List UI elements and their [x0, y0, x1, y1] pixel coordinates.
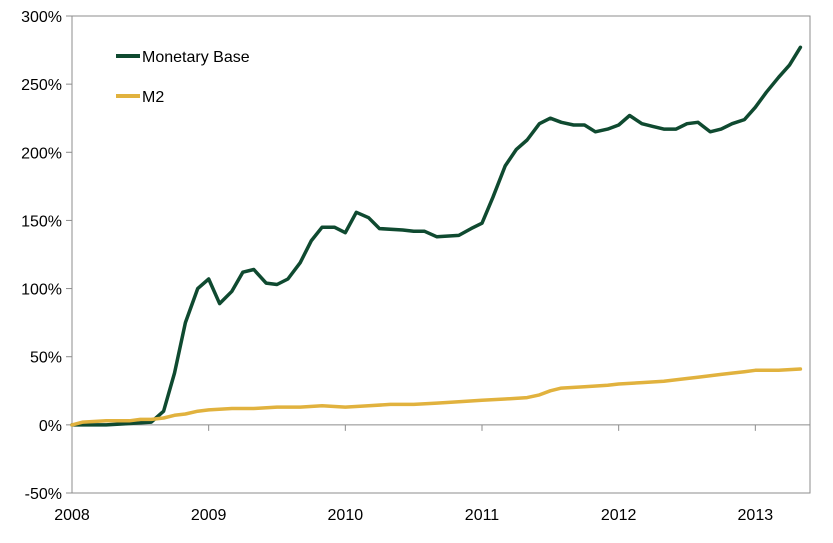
x-tick-label: 2011 [465, 507, 500, 524]
x-axis: 2008 2009 2010 2011 2012 2013 [54, 424, 774, 524]
x-tick-label: 2010 [328, 507, 364, 524]
x-tick-label: 2008 [54, 507, 90, 524]
y-tick-label: 0% [39, 418, 62, 435]
x-tick-label: 2009 [191, 507, 227, 524]
y-tick-label: 200% [21, 145, 62, 162]
legend: Monetary Base M2 [116, 49, 250, 106]
series-layer [70, 45, 803, 427]
plot-area-frame [71, 15, 811, 494]
y-tick-label: 250% [21, 77, 62, 94]
series-line-m2 [70, 367, 803, 427]
legend-label: Monetary Base [142, 49, 250, 66]
x-tick-label: 2013 [738, 507, 774, 524]
legend-label: M2 [142, 89, 164, 106]
y-tick-label: -50% [25, 486, 62, 503]
y-tick-label: 50% [30, 350, 62, 367]
series-line-monetary-base [70, 45, 803, 427]
y-tick-label: 100% [21, 282, 62, 299]
y-axis: 300% 250% 200% 150% 100% 50% 0% -50% [21, 9, 72, 503]
x-tick-label: 2012 [601, 507, 637, 524]
y-tick-label: 150% [21, 213, 62, 230]
y-tick-label: 300% [21, 9, 62, 26]
